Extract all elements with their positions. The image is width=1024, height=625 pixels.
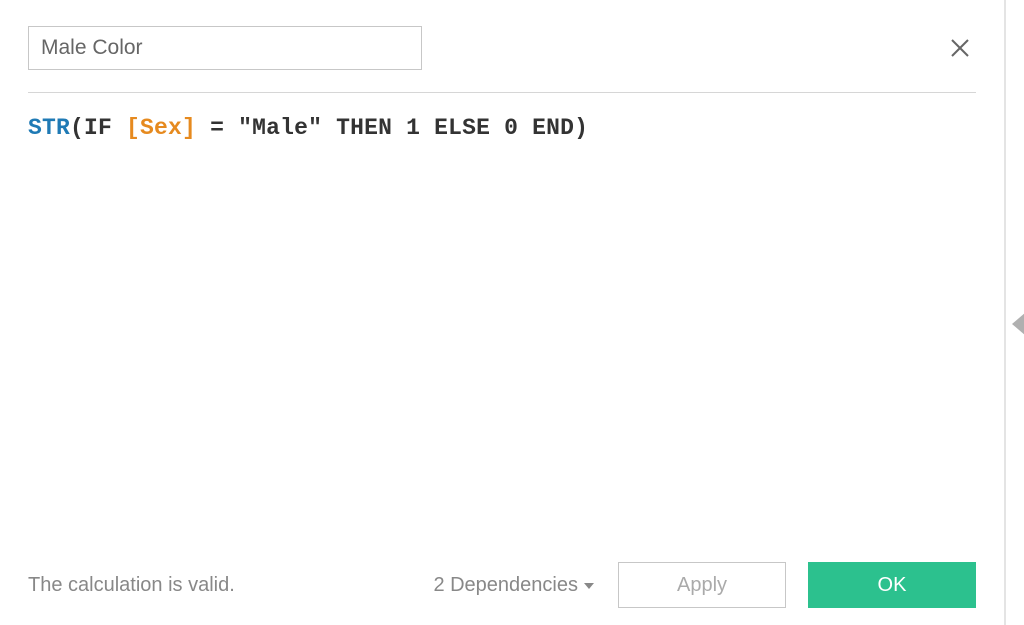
apply-button[interactable]: Apply [618,562,786,608]
calculated-field-dialog: STR(IF [Sex] = "Male" THEN 1 ELSE 0 END)… [0,0,1006,625]
formula-token: IF [84,115,126,141]
field-name-input[interactable] [28,26,422,70]
formula-token: ( [70,115,84,141]
formula-token: STR [28,115,70,141]
close-button[interactable] [948,36,972,60]
chevron-down-icon [584,583,594,589]
ok-button[interactable]: OK [808,562,976,608]
formula-token: END [532,115,574,141]
formula-token: ELSE [434,115,490,141]
dialog-footer: The calculation is valid. 2 Dependencies… [28,561,976,609]
dependencies-dropdown[interactable]: 2 Dependencies [433,574,594,597]
formula-editor[interactable]: STR(IF [Sex] = "Male" THEN 1 ELSE 0 END) [28,93,976,141]
formula-token: ) [574,115,588,141]
dependencies-label: 2 Dependencies [433,574,578,597]
formula-token: [Sex] [126,115,196,141]
dialog-header [28,26,976,70]
close-icon [950,38,970,58]
formula-token: THEN [336,115,392,141]
formula-token: 0 [490,115,532,141]
formula-token: = "Male" [196,115,336,141]
validation-status: The calculation is valid. [28,574,235,597]
formula-token: 1 [392,115,434,141]
expand-panel-arrow[interactable] [1012,312,1024,336]
